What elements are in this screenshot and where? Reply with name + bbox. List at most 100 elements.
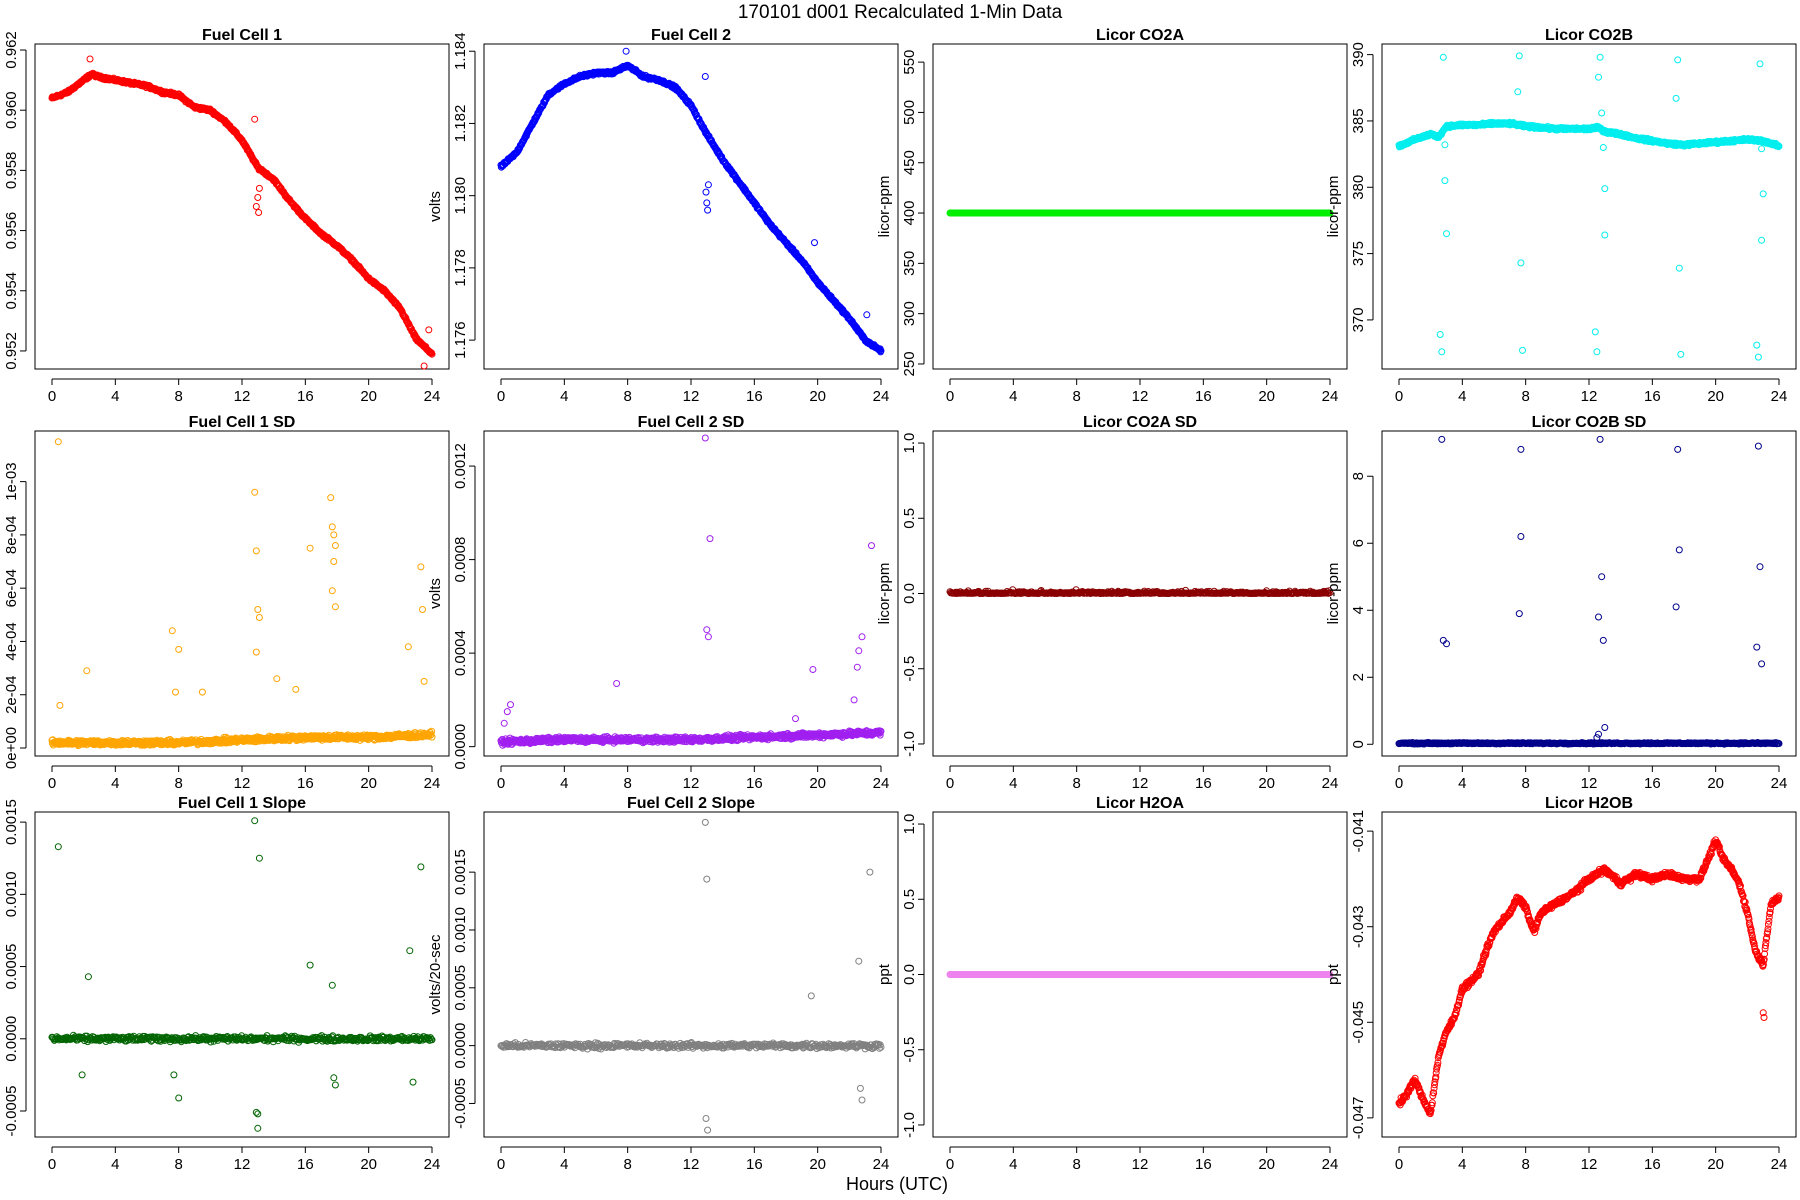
x-tick-label: 12 (234, 775, 251, 792)
y-tick-label: 380 (1350, 175, 1367, 200)
y-tick-label: 390 (1350, 42, 1367, 67)
y-tick-label: 0.958 (3, 152, 20, 190)
y-tick-label: 1.176 (452, 321, 469, 359)
panel-title: Fuel Cell 1 SD (189, 414, 296, 431)
data-point (1517, 259, 1525, 267)
x-tick-label: 12 (683, 775, 700, 792)
data-point (252, 648, 260, 656)
data-point (1514, 88, 1522, 96)
x-tick-label: 4 (560, 775, 568, 792)
data-point (1753, 341, 1761, 349)
y-tick-label: 1e-03 (3, 462, 20, 500)
data-point (1441, 177, 1449, 185)
y-tick-label: 1.180 (452, 177, 469, 215)
x-tick-label: 16 (746, 775, 763, 792)
data-point (1515, 52, 1523, 60)
panel-1: Fuel Cell 10 4 8 12 16 20 240.9520.9540.9560.9… (3, 27, 450, 405)
x-tick-label: 20 (360, 388, 377, 405)
x-tick-label: 20 (360, 775, 377, 792)
data-point (428, 350, 436, 358)
data-point (1441, 141, 1449, 149)
data-point (1759, 190, 1767, 198)
y-tick-label: 8e-04 (3, 516, 20, 554)
panel-title: Licor CO2A (1096, 27, 1184, 44)
y-axis-label: volts (427, 578, 444, 609)
data-point (86, 55, 94, 63)
data-point (1438, 348, 1446, 356)
data-point (251, 488, 259, 496)
y-tick-label: 0.954 (3, 272, 20, 310)
panel-title: Fuel Cell 2 SD (638, 414, 745, 431)
x-tick-label: 16 (297, 388, 314, 405)
x-tick-label: 4 (560, 388, 568, 405)
x-tick-label: 4 (111, 775, 119, 792)
y-tick-label: 6e-04 (3, 569, 20, 607)
data-point (1672, 94, 1680, 102)
data-point (1595, 73, 1602, 81)
x-tick-label: 8 (174, 388, 182, 405)
data-series (48, 55, 436, 370)
data-point (1593, 348, 1601, 356)
data-point (327, 494, 335, 502)
y-tick-label: 375 (1350, 241, 1367, 266)
data-point (292, 685, 300, 693)
data-point (273, 675, 281, 683)
panel-2: Fuel Cell 20 4 8 12 16 20 241.1761.1781.1801.1… (427, 27, 899, 405)
data-point (331, 542, 339, 549)
y-tick-label: 300 (901, 301, 918, 326)
y-tick-label: 2e-04 (3, 676, 20, 714)
x-tick-label: 20 (809, 388, 826, 405)
y-tick-label: 1.184 (452, 32, 469, 70)
y-tick-label: 500 (901, 100, 918, 125)
data-point (863, 311, 871, 319)
data-point (704, 181, 712, 189)
data-point (420, 362, 428, 370)
y-tick-label: 0.0012 (452, 443, 469, 489)
data-point (1758, 145, 1766, 153)
data-point (701, 73, 709, 80)
x-tick-label: 24 (873, 388, 890, 405)
plot-frame (483, 430, 899, 757)
data-point (1754, 353, 1762, 361)
data-point (56, 701, 64, 709)
data-series (497, 47, 885, 356)
data-point (1591, 328, 1599, 336)
x-tick-label: 8 (174, 775, 182, 792)
x-tick-label: 8 (1072, 388, 1080, 405)
data-point (425, 326, 433, 334)
y-tick-label: 0.0000 (452, 724, 469, 770)
y-tick-label: 1.182 (452, 105, 469, 143)
y-tick-label: 370 (1350, 307, 1367, 332)
y-axis-label: licor-ppm (1325, 176, 1342, 238)
data-point (328, 523, 336, 531)
data-point (1601, 231, 1609, 239)
x-tick-label: 12 (234, 388, 251, 405)
data-point (419, 606, 426, 613)
data-point (1601, 185, 1609, 193)
data-point (1677, 350, 1685, 358)
plot-frame (1381, 43, 1797, 370)
data-point (254, 606, 262, 613)
plot-frame (483, 43, 899, 370)
x-tick-label: 4 (111, 388, 119, 405)
data-point (198, 688, 206, 696)
y-axis-label: licor-ppm (876, 176, 893, 238)
data-point (417, 563, 425, 571)
x-tick-label: 4 (1458, 388, 1466, 405)
x-tick-label: 20 (1707, 388, 1724, 405)
data-point (1596, 53, 1604, 61)
data-point (328, 587, 336, 595)
y-tick-label: 350 (901, 251, 918, 276)
data-point (255, 184, 263, 192)
data-point (1439, 53, 1447, 61)
x-tick-label: 12 (1581, 388, 1598, 405)
x-tick-label: 24 (873, 775, 890, 792)
data-point (175, 645, 183, 653)
data-point (54, 438, 62, 446)
x-tick-label: 20 (1258, 388, 1275, 405)
x-tick-label: 12 (683, 388, 700, 405)
plot-frame (34, 43, 450, 370)
data-series (48, 438, 436, 750)
data-point (811, 239, 818, 247)
y-tick-label: 1.178 (452, 249, 469, 287)
